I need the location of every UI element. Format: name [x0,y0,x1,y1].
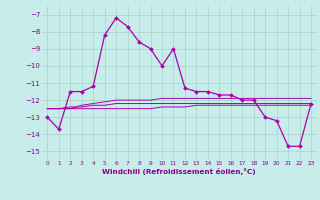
X-axis label: Windchill (Refroidissement éolien,°C): Windchill (Refroidissement éolien,°C) [102,168,256,175]
